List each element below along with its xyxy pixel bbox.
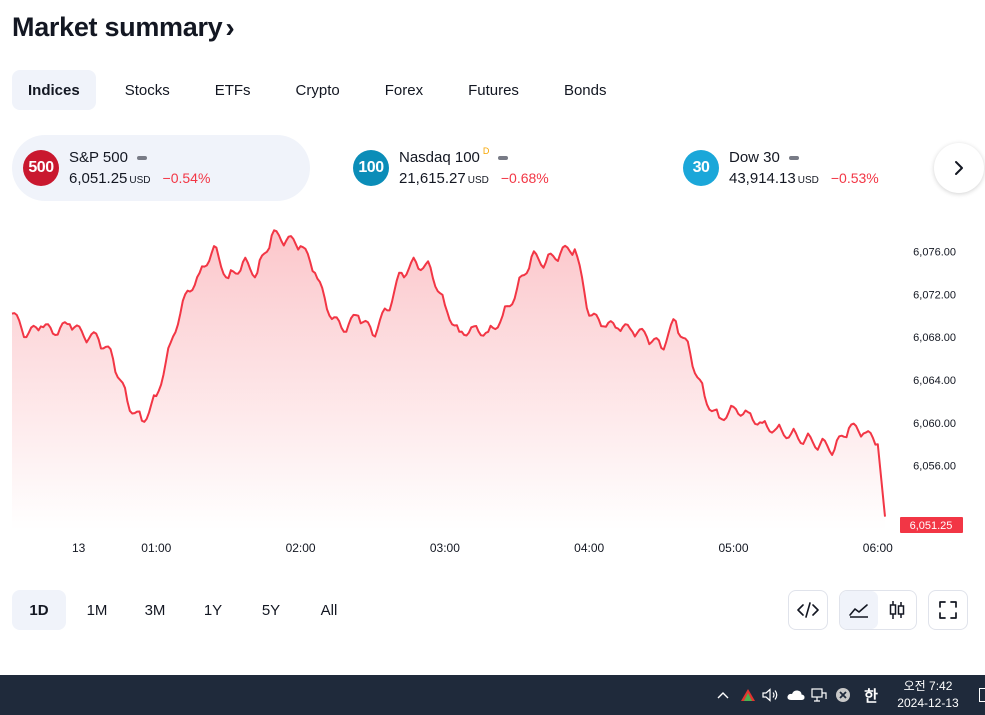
price-line: [11, 229, 886, 517]
cloud-icon: [787, 690, 805, 700]
tab-etfs[interactable]: ETFs: [214, 81, 251, 99]
page-title[interactable]: Market summary: [12, 12, 223, 42]
y-axis: 6,076.00 6,072.00 6,068.00 6,064.00 6,060.00…: [913, 246, 956, 472]
sp500-logo: 500: [23, 150, 59, 186]
onedrive-icon[interactable]: [785, 675, 807, 715]
last-price-marker: 6,051.25: [900, 517, 963, 533]
symbol-change: −0.53%: [830, 170, 879, 186]
tab-bonds[interactable]: Bonds: [563, 81, 607, 99]
range-all[interactable]: All: [320, 601, 338, 619]
range-1d[interactable]: 1D: [12, 590, 66, 630]
chevron-right-icon[interactable]: ›: [225, 11, 235, 43]
symbol-card-dow30[interactable]: 30 Dow 30 43,914.13 USD −0.53%: [672, 135, 922, 201]
nasdaq100-logo: 100: [353, 150, 389, 186]
x-axis: 13 01:00 02:00 03:00 04:00 05:00 06:00: [72, 541, 893, 555]
last-price-label: 6,051.25: [910, 520, 953, 532]
chart-style-toggle: [839, 590, 917, 630]
market-summary-header[interactable]: Market summary ›: [12, 12, 235, 43]
app-tray-icon[interactable]: [738, 675, 758, 715]
fullscreen-button[interactable]: [928, 590, 968, 630]
network-disconnected-icon[interactable]: [833, 675, 853, 715]
symbol-info: Nasdaq 100 D 21,615.27 USD −0.68%: [399, 145, 549, 188]
symbol-info: S&P 500 6,051.25 USD −0.54%: [69, 149, 210, 187]
range-1y[interactable]: 1Y: [203, 601, 223, 619]
x-tick-label: 04:00: [574, 541, 604, 555]
triangle-app-icon: [741, 689, 755, 701]
area-chart-button[interactable]: [840, 591, 878, 629]
x-tick-label: 05:00: [718, 541, 748, 555]
x-tick-label: 02:00: [286, 541, 316, 555]
range-1m[interactable]: 1M: [86, 601, 108, 619]
y-tick-label: 6,072.00: [913, 289, 956, 301]
chevron-up-icon: [717, 692, 729, 699]
clock-date: 2024-12-13: [897, 696, 959, 710]
tab-futures[interactable]: Futures: [468, 81, 519, 99]
show-desktop-button[interactable]: [978, 675, 985, 715]
symbol-currency: USD: [467, 175, 489, 186]
x-tick-label: 13: [72, 541, 86, 555]
x-tick-label: 06:00: [863, 541, 893, 555]
symbol-price: 43,914.13: [729, 170, 796, 187]
notification-edge-icon: [978, 688, 985, 702]
y-tick-label: 6,064.00: [913, 375, 956, 387]
ime-indicator[interactable]: 한: [864, 687, 878, 705]
status-dash-icon: [498, 155, 509, 160]
tab-indices[interactable]: Indices: [12, 70, 96, 110]
symbol-change: −0.54%: [162, 170, 211, 186]
close-circle-icon: [836, 688, 850, 702]
symbol-name: Dow 30: [729, 149, 780, 166]
taskbar-clock[interactable]: 오전 7:42 2024-12-13: [888, 678, 968, 712]
asset-class-tabs: Indices Stocks ETFs Crypto Forex Futures…: [12, 70, 635, 110]
tab-forex[interactable]: Forex: [384, 81, 424, 99]
symbol-strip: 500 S&P 500 6,051.25 USD −0.54% 100 Nasd…: [12, 135, 985, 201]
area-chart-icon: [849, 604, 868, 618]
delayed-flag: D: [482, 145, 490, 156]
symbol-name: S&P 500: [69, 149, 128, 166]
symbol-card-nasdaq100[interactable]: 100 Nasdaq 100 D 21,615.27 USD −0.68%: [342, 135, 642, 201]
symbol-name: Nasdaq 100: [399, 149, 480, 166]
dow30-logo: 30: [683, 150, 719, 186]
windows-taskbar: 한 오전 7:42 2024-12-13: [0, 675, 985, 715]
status-dash-icon: [136, 155, 147, 160]
clock-time: 오전 7:42: [903, 679, 953, 693]
range-selector: 1D 1M 3M 1Y 5Y All: [12, 590, 360, 630]
ethernet-icon: [811, 688, 827, 702]
y-tick-label: 6,076.00: [913, 246, 956, 258]
network-icon[interactable]: [809, 675, 829, 715]
tab-stocks[interactable]: Stocks: [124, 81, 170, 99]
y-tick-label: 6,060.00: [913, 418, 956, 430]
price-chart-svg[interactable]: 6,076.00 6,072.00 6,068.00 6,064.00 6,060.00…: [0, 220, 985, 560]
range-5y[interactable]: 5Y: [261, 601, 281, 619]
symbol-info: Dow 30 43,914.13 USD −0.53%: [729, 149, 879, 187]
show-hidden-icons-chevron-up-icon[interactable]: [714, 675, 732, 715]
speaker-icon: [762, 688, 778, 702]
price-chart[interactable]: 6,076.00 6,072.00 6,068.00 6,064.00 6,060.00…: [0, 220, 985, 560]
last-price-badge: [900, 517, 963, 533]
symbol-card-sp500[interactable]: 500 S&P 500 6,051.25 USD −0.54%: [12, 135, 310, 201]
volume-icon[interactable]: [761, 675, 781, 715]
symbol-change: −0.68%: [500, 170, 549, 186]
symbol-currency: USD: [797, 175, 819, 186]
symbol-currency: USD: [129, 175, 151, 186]
fullscreen-icon: [939, 601, 957, 619]
x-tick-label: 01:00: [141, 541, 171, 555]
symbol-price: 21,615.27: [399, 170, 466, 187]
price-area: [12, 230, 885, 531]
chevron-right-icon: [955, 161, 963, 175]
y-tick-label: 6,068.00: [913, 332, 956, 344]
candlestick-icon: [889, 601, 905, 619]
range-3m[interactable]: 3M: [144, 601, 166, 619]
y-tick-label: 6,056.00: [913, 461, 956, 473]
code-icon: [797, 602, 819, 618]
status-dash-icon: [788, 155, 799, 160]
tab-crypto[interactable]: Crypto: [295, 81, 340, 99]
embed-button[interactable]: [788, 590, 828, 630]
next-symbols-button[interactable]: [934, 143, 984, 193]
symbol-price: 6,051.25: [69, 170, 128, 187]
x-tick-label: 03:00: [430, 541, 460, 555]
candlestick-chart-button[interactable]: [878, 591, 916, 629]
